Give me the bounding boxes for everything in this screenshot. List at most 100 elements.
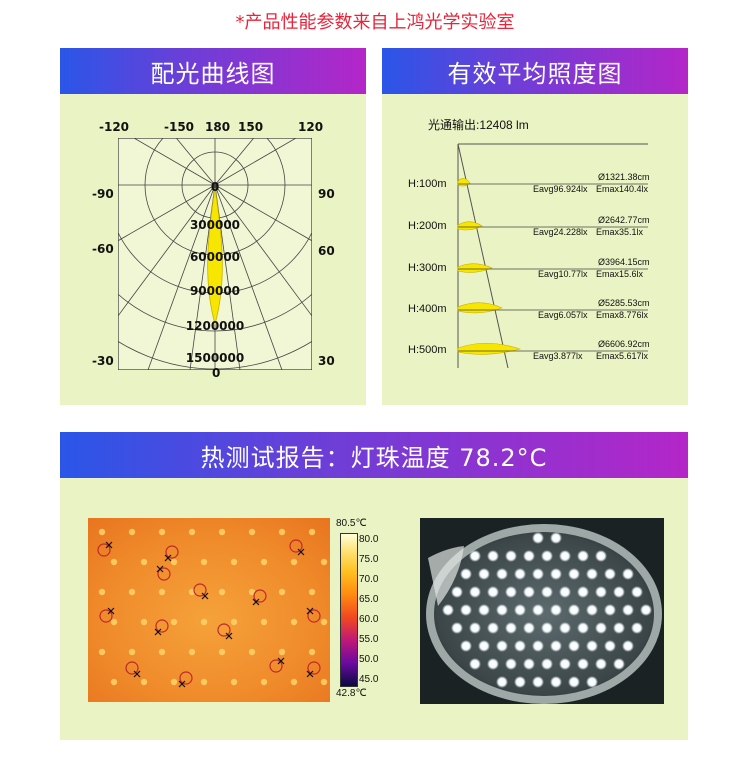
led-chip (514, 568, 526, 580)
led-chip (496, 640, 508, 652)
hot-spot (308, 588, 316, 596)
led-chip (559, 658, 571, 670)
marker-circle (157, 567, 171, 581)
led-chip (487, 658, 499, 670)
hot-spot (218, 648, 226, 656)
illum-title: 有效平均照度图 (447, 59, 623, 88)
led-chip (523, 550, 535, 562)
led-chip (586, 640, 598, 652)
marker-cross (306, 607, 314, 615)
led-chip (442, 604, 454, 616)
led-chip (559, 586, 571, 598)
hot-spot (290, 558, 298, 566)
hot-spot (278, 528, 286, 536)
marker-cross (225, 632, 233, 640)
polar-angle-label: -60 (92, 242, 114, 256)
hot-spot (278, 588, 286, 596)
led-chip (469, 550, 481, 562)
illum-header: 有效平均照度图 (382, 48, 688, 94)
polar-angle-label: 120 (298, 120, 324, 134)
led-chip (532, 676, 544, 688)
led-chip (568, 568, 580, 580)
marker-circle (253, 589, 267, 603)
luminous-flux: 光通输出:12408 lm (428, 118, 529, 132)
led-chip (577, 658, 589, 670)
beam-curve (207, 187, 223, 326)
thermal-header: 热测试报告：灯珠温度 78.2°C (60, 432, 688, 478)
height-label: H:100m (408, 178, 447, 190)
led-chip (487, 586, 499, 598)
led-chip (604, 640, 616, 652)
marker-cross (156, 565, 164, 573)
led-chip (541, 586, 553, 598)
led-chip (514, 640, 526, 652)
color-scale-bar (340, 533, 358, 687)
led-chip (478, 604, 490, 616)
led-chip (505, 586, 517, 598)
led-chip (523, 586, 535, 598)
polar-panel: 配光曲线图 -120 -150 180 150 120 -90 -60 -30 … (60, 48, 366, 405)
marker-circle (99, 609, 113, 623)
hot-spot (110, 558, 118, 566)
illuminance-panel: 有效平均照度图 光通输出:12408 lm H:100m Ø1321.38cm … (382, 48, 688, 405)
marker-circle (307, 661, 321, 675)
source-notice: *产品性能参数来自上鸿光学实验室 (235, 12, 515, 33)
light-spot (457, 178, 471, 187)
illum-row: H:100m Ø1321.38cm Eavg96.924lx Emax140.4… (408, 172, 650, 194)
height-label: H:300m (408, 262, 447, 274)
led-chip (640, 604, 652, 616)
led-chip (451, 622, 463, 634)
hot-spot (128, 588, 136, 596)
led-chip (577, 622, 589, 634)
emax-value: Emax8.776lx (596, 310, 649, 320)
hot-spot (320, 558, 328, 566)
led-chip (586, 604, 598, 616)
led-chip (478, 568, 490, 580)
led-lamp-photo (420, 518, 664, 704)
led-chip (532, 604, 544, 616)
polar-header: 配光曲线图 (60, 48, 366, 94)
hot-spot (140, 618, 148, 626)
hot-spot (158, 588, 166, 596)
illum-row: H:400m Ø5285.53cm Eavg6.057lx Emax8.776l… (408, 298, 650, 320)
polar-angle-label: 90 (318, 187, 335, 201)
hot-spot (320, 678, 328, 686)
marker-circle (165, 545, 179, 559)
scale-label: 65.0 (359, 594, 379, 605)
marker-circle (155, 619, 169, 633)
ring-label: 1200000 (186, 319, 244, 333)
hot-spot (98, 648, 106, 656)
led-chip (586, 676, 598, 688)
led-chip (514, 676, 526, 688)
height-label: H:500m (408, 344, 447, 356)
led-chip (505, 550, 517, 562)
hot-spot (170, 558, 178, 566)
thermal-image (88, 518, 330, 702)
led-chip (451, 586, 463, 598)
hot-spot (218, 528, 226, 536)
polar-angle-label: 180 (205, 120, 231, 134)
led-chip (595, 658, 607, 670)
led-chip (532, 568, 544, 580)
led-chip (469, 658, 481, 670)
marker-cross (201, 592, 209, 600)
ring-label: 1500000 (186, 351, 244, 365)
led-chip (631, 586, 643, 598)
hot-spot (188, 648, 196, 656)
diameter-value: Ø6606.92cm (598, 339, 650, 349)
scale-label: 55.0 (359, 634, 379, 645)
hot-spot (170, 618, 178, 626)
max-temp: 80.5℃ (336, 518, 367, 529)
led-chip (550, 676, 562, 688)
light-spot (457, 263, 493, 273)
color-scale-ticks: 80.0 75.0 70.0 65.0 60.0 55.0 50.0 45.0 (359, 534, 379, 685)
illum-row: H:200m Ø2642.77cm Eavg24.228lx Emax35.1l… (408, 215, 650, 237)
marker-circle (179, 671, 193, 685)
led-chip (487, 622, 499, 634)
hot-spot (170, 678, 178, 686)
led-chip (622, 604, 634, 616)
marker-cross (297, 548, 305, 556)
led-chip (604, 568, 616, 580)
polar-angle-label: 30 (318, 354, 335, 368)
polar-angle-label: 150 (238, 120, 264, 134)
